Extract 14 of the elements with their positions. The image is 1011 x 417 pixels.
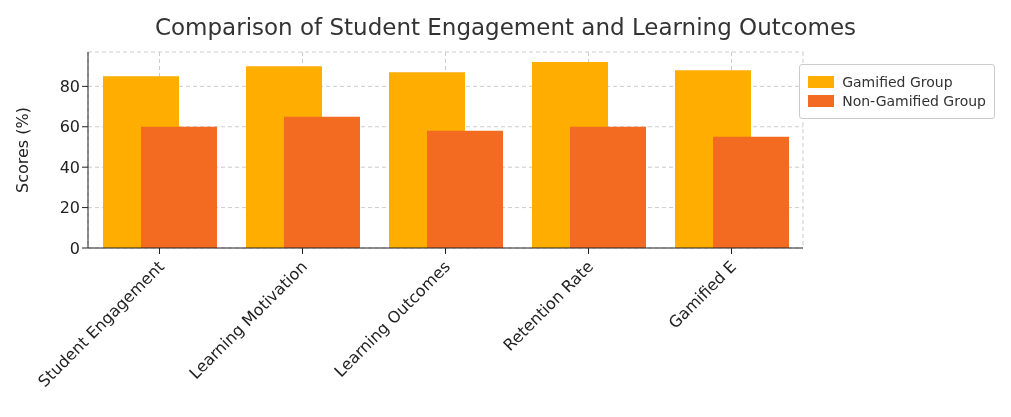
y-tick-label: 60: [59, 117, 80, 137]
y-tick-label: 0: [69, 238, 80, 258]
y-tick-label: 20: [59, 198, 80, 218]
bar: [713, 136, 789, 248]
chart-title: Comparison of Student Engagement and Learning Outcomes: [153, 14, 858, 40]
legend-label: Non-Gamified Group: [842, 93, 986, 109]
y-tick-label: 80: [59, 77, 80, 97]
bar: [427, 130, 503, 248]
bar: [284, 116, 360, 248]
bar: [570, 126, 646, 248]
y-tick-label: 40: [59, 157, 80, 177]
bar: [141, 126, 217, 248]
y-axis-title: Scores (%): [12, 107, 32, 193]
legend-label: Gamified Group: [842, 74, 953, 90]
